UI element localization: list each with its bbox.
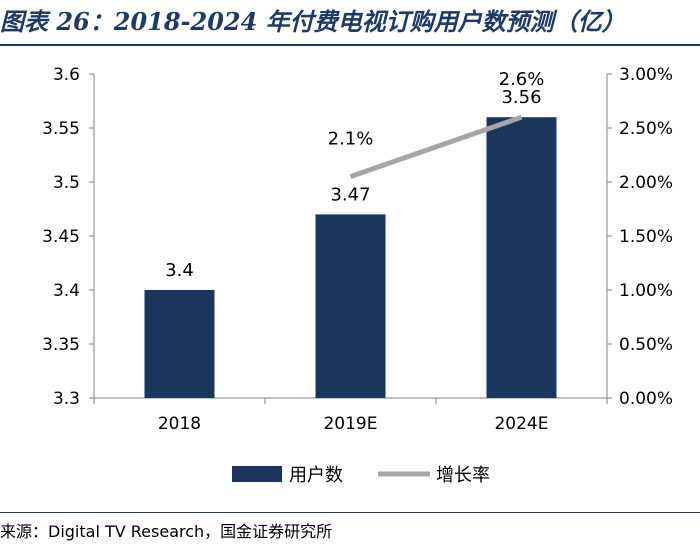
data-labels: 3.4 3.47 3.56 2.1% 2.6% xyxy=(165,69,544,281)
right-y-tick-label: 3.00% xyxy=(619,65,673,85)
x-tick-label: 2018 xyxy=(158,414,201,434)
page-title: 图表 26：2018-2024 年付费电视订购用户数预测（亿） xyxy=(0,7,626,36)
right-y-tick-label: 0.00% xyxy=(619,389,673,409)
left-y-tick-label: 3.45 xyxy=(42,227,80,247)
bar-value-label: 3.4 xyxy=(165,260,194,281)
line-series xyxy=(349,114,523,179)
right-y-tick-label: 0.50% xyxy=(619,335,673,355)
growth-rate-label: 2.1% xyxy=(328,129,374,150)
bar xyxy=(486,117,557,398)
left-y-tick-label: 3.35 xyxy=(42,335,80,355)
left-y-tick-label: 3.5 xyxy=(53,173,80,193)
bar xyxy=(144,290,215,398)
x-tick-label: 2024E xyxy=(494,414,548,434)
chart: 3.3 3.35 3.4 3.45 3.5 3.55 3.6 0.00% 0.50% 1.00% 1… xyxy=(42,65,673,486)
x-tick-label: 2019E xyxy=(323,414,377,434)
legend-label-line: 增长率 xyxy=(436,465,490,486)
legend-label-bar: 用户数 xyxy=(289,465,343,486)
source-divider xyxy=(0,512,700,513)
bar-series xyxy=(144,117,557,398)
title-divider xyxy=(0,44,700,46)
right-y-tick-label: 1.00% xyxy=(619,281,673,301)
left-y-tick-label: 3.55 xyxy=(42,119,80,139)
source-note: 来源：Digital TV Research，国金证券研究所 xyxy=(0,522,333,541)
right-y-tick-label: 2.50% xyxy=(619,119,673,139)
growth-rate-line xyxy=(349,114,523,179)
bar-value-label: 3.47 xyxy=(330,184,370,205)
left-y-tick-label: 3.3 xyxy=(53,389,80,409)
chart-axes: 3.3 3.35 3.4 3.45 3.5 3.55 3.6 0.00% 0.50% 1.00% 1… xyxy=(42,65,673,434)
right-y-tick-label: 2.00% xyxy=(619,173,673,193)
growth-rate-label: 2.6% xyxy=(499,69,545,90)
right-y-tick-label: 1.50% xyxy=(619,227,673,247)
legend: 用户数 增长率 xyxy=(232,465,490,486)
legend-swatch-bar xyxy=(232,466,282,482)
left-y-tick-label: 3.4 xyxy=(53,281,80,301)
left-y-tick-label: 3.6 xyxy=(53,65,80,85)
bar xyxy=(315,214,386,398)
bar-value-label: 3.56 xyxy=(501,87,541,108)
